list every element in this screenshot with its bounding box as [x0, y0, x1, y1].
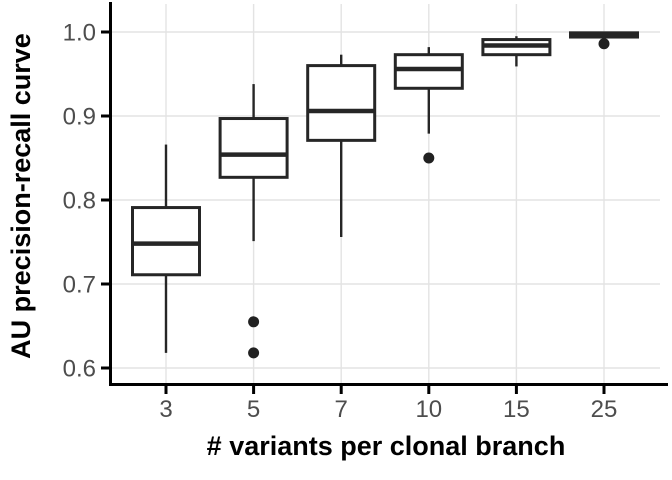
outlier-point — [248, 347, 260, 359]
y-tick-label: 0.9 — [63, 104, 96, 131]
y-tick-label: 0.7 — [63, 272, 96, 299]
panel-background — [112, 4, 660, 383]
x-tick-label: 10 — [415, 396, 442, 423]
box — [306, 64, 377, 142]
x-tick-label: 5 — [247, 396, 260, 423]
y-tick-label: 0.6 — [63, 356, 96, 383]
x-tick-label: 3 — [159, 396, 172, 423]
box — [393, 53, 464, 90]
x-tick-label: 7 — [335, 396, 348, 423]
outlier-point — [598, 38, 610, 50]
outlier-point — [423, 152, 435, 164]
box — [131, 206, 201, 277]
y-tick-label: 1.0 — [63, 20, 96, 47]
outlier-point — [248, 316, 260, 328]
x-tick-label: 15 — [503, 396, 530, 423]
x-axis-title: # variants per clonal branch — [206, 431, 566, 461]
box — [218, 117, 289, 179]
y-axis-title: AU precision-recall curve — [6, 33, 36, 359]
y-tick-label: 0.8 — [63, 188, 96, 215]
x-tick-label: 25 — [591, 396, 618, 423]
